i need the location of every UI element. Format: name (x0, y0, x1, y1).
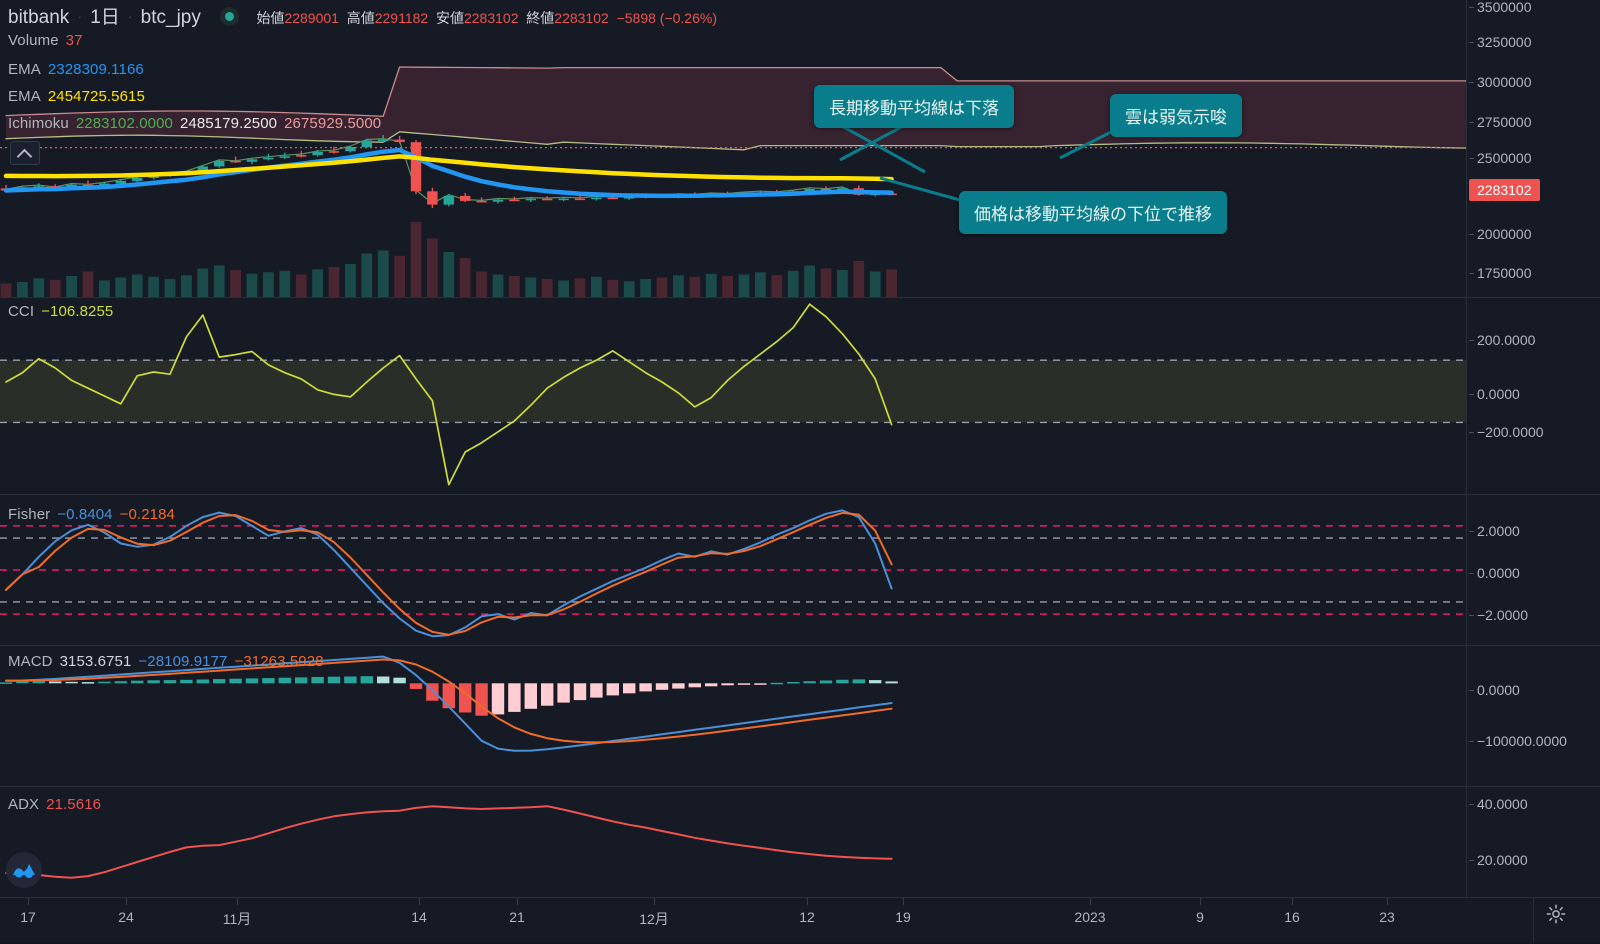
interval-label[interactable]: 1日 (90, 7, 120, 28)
time-axis-gridline (1090, 898, 1091, 905)
ma-downtrend-callout[interactable]: 長期移動平均線は下落 (814, 85, 1014, 128)
price-axis-tick: 2000000 (1469, 226, 1532, 242)
current-price-badge[interactable]: 2283102 (1469, 179, 1540, 201)
live-dot-icon (220, 7, 240, 26)
high-value: 2291182 (374, 10, 429, 26)
macd-pane-canvas (0, 655, 898, 752)
time-axis-gridline (517, 898, 518, 905)
macd-axis-tick: 0.0000 (1469, 682, 1520, 698)
time-axis-gridline (807, 898, 808, 905)
header-separator-2: · (128, 9, 133, 24)
time-axis-gridline (654, 898, 655, 905)
price-pane-canvas (0, 66, 1466, 297)
ohlc-values: 始値2289001 高値2291182 安値2283102 終値2283102 … (256, 10, 717, 26)
cci-pane[interactable] (0, 298, 1466, 494)
open-label: 始値 (256, 10, 285, 26)
time-axis-divider (1533, 897, 1534, 943)
pane-divider-fisher-macd (0, 645, 1600, 646)
chart-header: bitbank · 1日 · btc_jpy 始値2289001 高値22911… (8, 2, 717, 29)
time-axis-gridline (237, 898, 238, 905)
adx-axis[interactable]: 40.0000 20.0000 (1467, 787, 1600, 897)
fisher-pane[interactable] (0, 495, 1466, 645)
low-value: 2283102 (463, 10, 519, 26)
low-label: 安値 (435, 10, 464, 26)
time-axis-label: 16 (1284, 909, 1300, 925)
time-axis-label: 12 (799, 909, 815, 925)
change-value: −5898 (616, 10, 656, 26)
fisher-axis-tick: 0.0000 (1469, 565, 1520, 581)
time-axis-label: 12月 (639, 911, 669, 927)
close-value: 2283102 (554, 10, 609, 26)
adx-axis-tick: 20.0000 (1469, 852, 1528, 868)
price-axis-tick: 1750000 (1469, 265, 1532, 281)
time-axis-gridline (1387, 898, 1388, 905)
vertical-axis-divider (1466, 0, 1467, 897)
time-axis-gridline (126, 898, 127, 905)
high-label: 高値 (346, 10, 375, 26)
pane-divider-cci-fisher (0, 494, 1600, 495)
price-axis[interactable]: 3500000 3250000 3000000 2750000 2500000 20000… (1467, 0, 1600, 297)
close-label: 終値 (526, 10, 555, 26)
exchange-name[interactable]: bitbank (8, 7, 70, 28)
price-axis-tick: 3250000 (1469, 34, 1532, 50)
price-axis-tick: 2500000 (1469, 150, 1532, 166)
pane-divider-macd-adx (0, 786, 1600, 787)
header-separator-1: · (77, 9, 82, 24)
fisher-pane-canvas (0, 509, 1466, 638)
time-axis-label: 17 (20, 909, 36, 925)
time-axis-label: 21 (509, 909, 525, 925)
price-pane[interactable] (0, 0, 1466, 297)
adx-axis-tick: 40.0000 (1469, 796, 1528, 812)
price-axis-tick: 3000000 (1469, 74, 1532, 90)
time-axis-label: 9 (1196, 909, 1204, 925)
cci-pane-canvas (0, 303, 1466, 486)
gear-icon[interactable] (1545, 903, 1567, 925)
time-axis[interactable]: 17 24 11月 14 21 12月 12 19 2023 9 16 23 (0, 897, 1600, 944)
adx-pane-canvas (5, 805, 893, 879)
time-axis-gridline (903, 898, 904, 905)
change-percent: (−0.26%) (659, 10, 717, 26)
time-axis-gridline (1200, 898, 1201, 905)
fisher-axis[interactable]: 2.0000 0.0000 −2.0000 (1467, 495, 1600, 645)
macd-axis[interactable]: 0.0000 −100000.0000 (1467, 646, 1600, 786)
time-axis-label: 11月 (222, 911, 252, 927)
time-axis-gridline (1292, 898, 1293, 905)
cci-axis-tick: 200.0000 (1468, 332, 1536, 348)
open-value: 2289001 (284, 10, 339, 26)
cci-axis-tick: −200.0000 (1469, 424, 1544, 440)
time-axis-label: 14 (411, 909, 427, 925)
cloud-bearish-callout[interactable]: 雲は弱気示唆 (1110, 94, 1242, 137)
time-axis-label: 2023 (1074, 909, 1106, 925)
time-axis-label: 23 (1379, 909, 1395, 925)
time-axis-label: 19 (895, 909, 911, 925)
pane-divider-price-cci (0, 297, 1600, 298)
macd-pane[interactable] (0, 646, 1466, 786)
time-axis-label: 24 (118, 909, 134, 925)
chevron-up-icon[interactable] (10, 141, 40, 165)
price-axis-tick: 3500000 (1469, 0, 1532, 15)
tradingview-logo-icon[interactable] (6, 852, 42, 888)
cci-axis-tick: 0.0000 (1469, 386, 1520, 402)
fisher-axis-tick: 2.0000 (1469, 523, 1520, 539)
cci-axis[interactable]: 200.0000 0.0000 −200.0000 (1467, 298, 1600, 494)
symbol-label[interactable]: btc_jpy (140, 7, 201, 28)
price-below-ma-callout[interactable]: 価格は移動平均線の下位で推移 (959, 191, 1227, 234)
time-axis-gridline (419, 898, 420, 905)
adx-pane[interactable] (0, 787, 1466, 897)
macd-axis-tick: −100000.0000 (1469, 733, 1567, 749)
price-axis-tick: 2750000 (1469, 114, 1532, 130)
time-axis-gridline (28, 898, 29, 905)
fisher-axis-tick: −2.0000 (1469, 607, 1528, 623)
